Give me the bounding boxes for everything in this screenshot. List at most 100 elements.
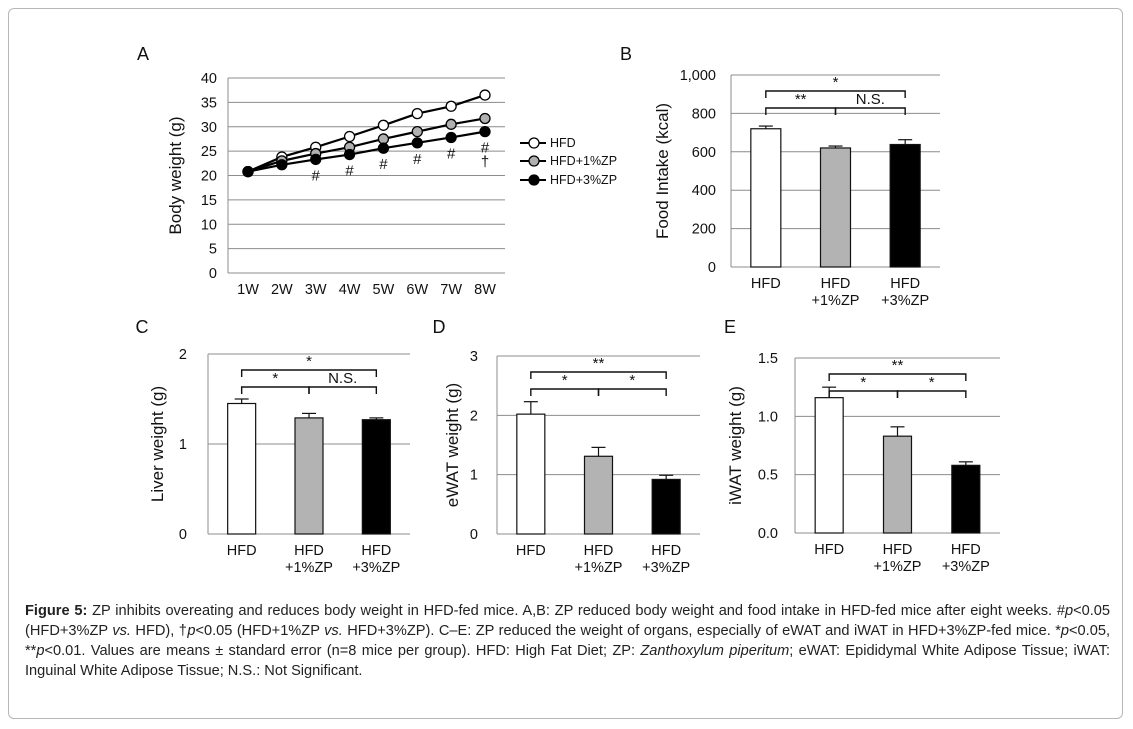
y-tick-label-E: 1.5 (758, 351, 778, 367)
significance-label-E: * (860, 374, 866, 391)
x-tick-label-E: HFD (814, 542, 844, 558)
x-tick-label-A: 1W (237, 282, 259, 298)
data-point-HFD (479, 89, 491, 101)
panel-label-A: A (137, 44, 149, 64)
significance-label-B: N.S. (856, 91, 885, 108)
caption-p-3: p (1060, 623, 1070, 639)
x-tick-label-E: HFD (883, 542, 913, 558)
significance-label-E: * (929, 374, 935, 391)
bar-E (951, 464, 981, 534)
caption-text-3: HFD), † (130, 623, 188, 639)
x-tick-label-C: HFD (227, 543, 257, 559)
caption-label: Figure 5: (25, 603, 88, 619)
data-point-HFD (343, 130, 356, 143)
significance-bracket-C (240, 369, 378, 377)
y-tick-label-D: 3 (470, 349, 478, 365)
y-axis-label-B: Food Intake (kcal) (653, 103, 672, 239)
y-tick-label-B: 0 (708, 260, 716, 276)
x-tick-label-D: HFD (516, 543, 546, 559)
significance-mark: # (379, 156, 388, 173)
x-tick-label-A: 6W (406, 282, 428, 298)
x-tick-label-C: +1%ZP (285, 560, 333, 576)
caption-text-2: <0.05 (HFD+3%ZP (25, 603, 1110, 639)
x-tick-label-A: 8W (474, 282, 496, 298)
caption-p-1: p (1064, 603, 1074, 619)
significance-label-E: ** (892, 357, 904, 374)
bar-E (814, 397, 844, 534)
series-line-HFD+1%ZP (247, 117, 486, 173)
x-tick-label-A: 2W (271, 282, 293, 298)
data-point-HFD+1%ZP (377, 133, 390, 145)
x-tick-label-E: HFD (951, 542, 981, 558)
data-point-HFD+3%ZP (276, 159, 288, 171)
bar-B (819, 147, 852, 268)
data-point-HFD+1%ZP (445, 118, 457, 130)
caption-vs-2: vs. (324, 623, 343, 639)
y-tick-label-D: 1 (470, 468, 478, 484)
y-tick-label-E: 0.0 (758, 526, 778, 542)
legend-entry-HFD+3%ZP: HFD+3%ZP (550, 173, 617, 187)
bar-B (889, 143, 921, 268)
significance-bracket-D (530, 371, 667, 379)
significance-bracket-B (834, 107, 906, 115)
legend-entry-HFD: HFD (550, 136, 576, 150)
y-tick-label-B: 1,000 (680, 68, 716, 84)
data-point-HFD+3%ZP (411, 137, 423, 149)
data-point-HFD+3%ZP (242, 165, 254, 178)
legend-marker-HFD+1%ZP (528, 155, 540, 167)
y-tick-label-C: 0 (179, 527, 187, 543)
significance-label-C: * (272, 370, 278, 387)
x-tick-label-D: +1%ZP (575, 560, 623, 576)
y-tick-label-B: 600 (692, 145, 716, 161)
caption-p-2: p (187, 623, 196, 639)
y-tick-label-A: 25 (201, 144, 217, 160)
significance-bracket-E (828, 373, 967, 381)
caption-text-6: <0.05, ** (25, 623, 1110, 659)
panel-label-C: C (136, 317, 149, 337)
bar-D (583, 455, 614, 535)
y-axis-label-C: Liver weight (g) (148, 386, 167, 502)
y-tick-label-A: 40 (201, 71, 217, 87)
caption-text-7: <0.01. Values are means ± standard error… (44, 643, 641, 659)
significance-label-B: * (833, 74, 839, 91)
figure-frame (8, 8, 1123, 719)
significance-bracket-E (896, 390, 967, 398)
caption-species: Zanthoxylum piperitum (640, 643, 790, 659)
y-tick-label-A: 10 (201, 217, 217, 233)
x-tick-label-C: +3%ZP (352, 560, 400, 576)
significance-label-C: N.S. (328, 370, 357, 387)
figure-caption: Figure 5: ZP inhibits overeating and red… (25, 601, 1110, 681)
x-tick-label-A: 3W (305, 282, 327, 298)
bar-B (750, 128, 782, 268)
data-point-HFD+1%ZP (479, 112, 491, 125)
legend-marker-HFD+3%ZP (528, 174, 540, 186)
x-tick-label-B: HFD (890, 276, 920, 292)
significance-mark: # (312, 167, 321, 184)
y-tick-label-A: 5 (209, 242, 217, 258)
significance-mark: † (481, 154, 489, 171)
y-tick-label-B: 800 (692, 106, 716, 122)
bar-C (361, 419, 391, 535)
caption-text-4: <0.05 (HFD+1%ZP (195, 623, 325, 639)
caption-vs-1: vs. (112, 623, 131, 639)
significance-bracket-D (597, 388, 667, 396)
x-tick-label-D: HFD (651, 543, 681, 559)
data-point-HFD (411, 107, 423, 120)
significance-mark: # (413, 151, 422, 168)
significance-label-D: * (629, 372, 635, 389)
y-tick-label-A: 30 (201, 120, 217, 136)
y-axis-label-A: Body weight (g) (166, 116, 185, 234)
legend-entry-HFD+1%ZP: HFD+1%ZP (550, 154, 617, 168)
x-tick-label-E: +3%ZP (942, 559, 990, 575)
y-tick-label-E: 0.5 (758, 468, 778, 484)
significance-bracket-B (765, 107, 837, 115)
significance-bracket-E (828, 390, 899, 398)
y-tick-label-C: 1 (179, 437, 187, 453)
caption-p-4: p (36, 643, 45, 659)
x-tick-label-A: 5W (373, 282, 395, 298)
bar-D (516, 413, 546, 535)
significance-label-C: * (306, 353, 312, 370)
significance-label-B: ** (795, 91, 807, 108)
series-line-HFD+3%ZP (247, 130, 486, 173)
